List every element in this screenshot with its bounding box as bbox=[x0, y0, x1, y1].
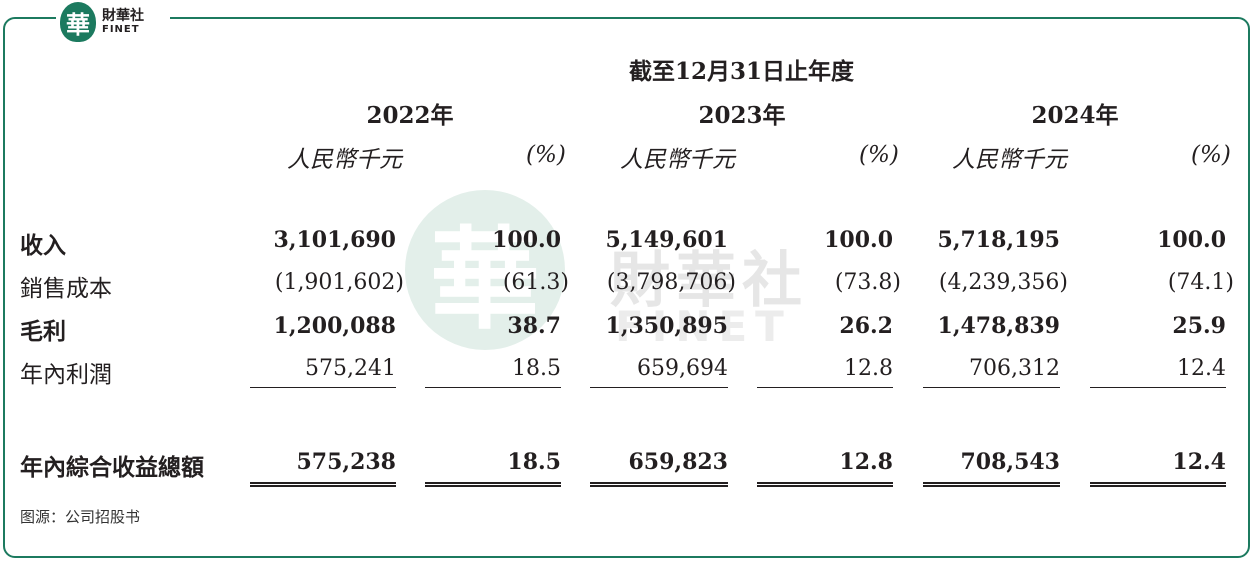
total-2023-pct: 12.8 bbox=[839, 449, 893, 475]
subtotal-rule bbox=[425, 387, 561, 388]
source-note: 图源：公司招股书 bbox=[20, 508, 141, 526]
row-label-gross-profit: 毛利 bbox=[20, 318, 66, 345]
total-double-rule bbox=[590, 482, 728, 487]
total-double-rule bbox=[757, 482, 893, 487]
finet-logo: 華 財華社 FINET bbox=[56, 0, 170, 44]
table-frame bbox=[3, 17, 1250, 558]
gross-2023-pct: 26.2 bbox=[839, 313, 893, 339]
row-label-revenue: 收入 bbox=[20, 232, 66, 259]
total-2023-value: 659,823 bbox=[628, 449, 728, 475]
logo-name-en: FINET bbox=[102, 24, 140, 35]
revenue-2023-value: 5,149,601 bbox=[605, 227, 728, 253]
total-double-rule bbox=[923, 482, 1060, 487]
profit-2023-value: 659,694 bbox=[637, 356, 728, 381]
cost-2024-value: (4,239,356) bbox=[938, 270, 1068, 295]
profit-2022-value: 575,241 bbox=[305, 356, 396, 381]
gross-2024-pct: 25.9 bbox=[1172, 313, 1226, 339]
revenue-2022-pct: 100.0 bbox=[492, 227, 561, 253]
pct-label-2023: (%) bbox=[859, 142, 899, 168]
year-2022-header: 2022年 bbox=[366, 102, 454, 129]
profit-2022-pct: 18.5 bbox=[512, 356, 561, 381]
total-2022-pct: 18.5 bbox=[507, 449, 561, 475]
unit-label-2023: 人民幣千元 bbox=[620, 147, 735, 173]
cost-2023-pct: (73.8) bbox=[834, 270, 901, 295]
gross-2022-value: 1,200,088 bbox=[273, 313, 396, 339]
pct-label-2022: (%) bbox=[526, 142, 566, 168]
unit-label-2022: 人民幣千元 bbox=[287, 147, 402, 173]
row-label-profit-for-year: 年內利潤 bbox=[20, 362, 112, 388]
logo-name-cn: 財華社 bbox=[102, 8, 144, 24]
cost-2022-pct: (61.3) bbox=[502, 270, 569, 295]
total-2024-pct: 12.4 bbox=[1172, 449, 1226, 475]
revenue-2022-value: 3,101,690 bbox=[273, 227, 396, 253]
row-label-total-comprehensive-income: 年內綜合收益總額 bbox=[20, 454, 204, 481]
row-label-cost-of-sales: 銷售成本 bbox=[20, 276, 112, 302]
profit-2024-value: 706,312 bbox=[969, 356, 1060, 381]
total-2022-value: 575,238 bbox=[296, 449, 396, 475]
cost-2024-pct: (74.1) bbox=[1167, 270, 1234, 295]
subtotal-rule bbox=[250, 387, 396, 388]
subtotal-rule bbox=[757, 387, 893, 388]
pct-label-2024: (%) bbox=[1191, 142, 1231, 168]
year-2024-header: 2024年 bbox=[1031, 102, 1119, 129]
cost-2022-value: (1,901,602) bbox=[274, 270, 404, 295]
gross-2024-value: 1,478,839 bbox=[937, 313, 1060, 339]
period-header: 截至12月31日止年度 bbox=[628, 58, 854, 85]
gross-2023-value: 1,350,895 bbox=[605, 313, 728, 339]
profit-2024-pct: 12.4 bbox=[1177, 356, 1226, 381]
gross-2022-pct: 38.7 bbox=[507, 313, 561, 339]
logo-badge-icon: 華 bbox=[60, 2, 96, 42]
total-double-rule bbox=[250, 482, 396, 487]
revenue-2024-pct: 100.0 bbox=[1157, 227, 1226, 253]
unit-label-2024: 人民幣千元 bbox=[952, 147, 1067, 173]
year-2023-header: 2023年 bbox=[698, 102, 786, 129]
total-double-rule bbox=[1090, 482, 1226, 487]
revenue-2024-value: 5,718,195 bbox=[937, 227, 1060, 253]
subtotal-rule bbox=[590, 387, 728, 388]
total-2024-value: 708,543 bbox=[960, 449, 1060, 475]
cost-2023-value: (3,798,706) bbox=[606, 270, 736, 295]
total-double-rule bbox=[425, 482, 561, 487]
profit-2023-pct: 12.8 bbox=[844, 356, 893, 381]
revenue-2023-pct: 100.0 bbox=[824, 227, 893, 253]
subtotal-rule bbox=[1090, 387, 1226, 388]
subtotal-rule bbox=[923, 387, 1060, 388]
